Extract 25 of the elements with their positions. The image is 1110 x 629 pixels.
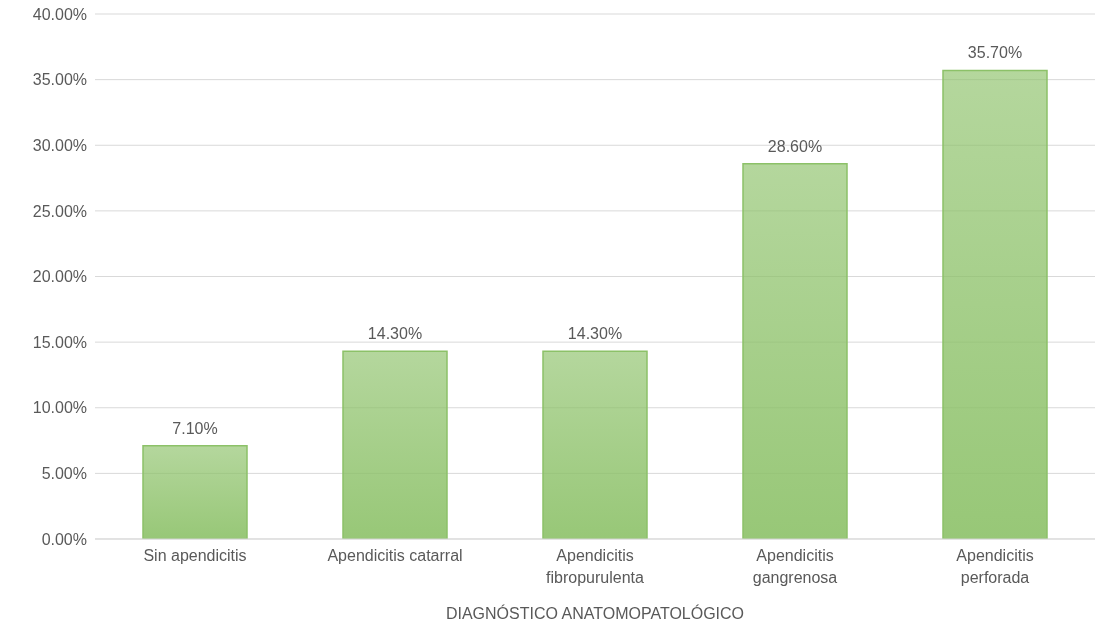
bar <box>942 69 1048 539</box>
y-tick-label: 35.00% <box>32 71 87 89</box>
y-tick-label: 25.00% <box>32 202 87 220</box>
x-tick-label: Apendicitis gangrenosa <box>752 547 838 586</box>
data-label: 7.10% <box>172 419 218 437</box>
x-tick-label: Apendicitis catarral <box>327 547 463 564</box>
bar <box>542 350 648 539</box>
y-tick-label: 40.00% <box>32 5 87 23</box>
data-label: 28.60% <box>767 137 823 155</box>
y-tick-label: 0.00% <box>41 530 87 548</box>
y-tick-label: 15.00% <box>32 333 87 351</box>
y-tick-label: 10.00% <box>32 399 87 417</box>
data-label: 14.30% <box>567 325 623 343</box>
bar <box>142 445 248 539</box>
x-tick-label: Apendicitis perforada <box>956 547 1034 586</box>
y-tick-label: 5.00% <box>41 465 87 483</box>
x-axis-title: DIAGNÓSTICO ANATOMOPATOLÓGICO <box>445 604 745 622</box>
data-label: 14.30% <box>367 325 423 343</box>
y-tick-label: 20.00% <box>32 268 87 286</box>
y-tick-label: 30.00% <box>32 136 87 154</box>
bar <box>742 162 848 539</box>
bar <box>342 350 448 539</box>
x-tick-label: Sin apendicitis <box>143 547 247 564</box>
data-label: 35.70% <box>967 44 1023 62</box>
x-tick-label: Apendicitis fibropurulenta <box>546 547 645 586</box>
